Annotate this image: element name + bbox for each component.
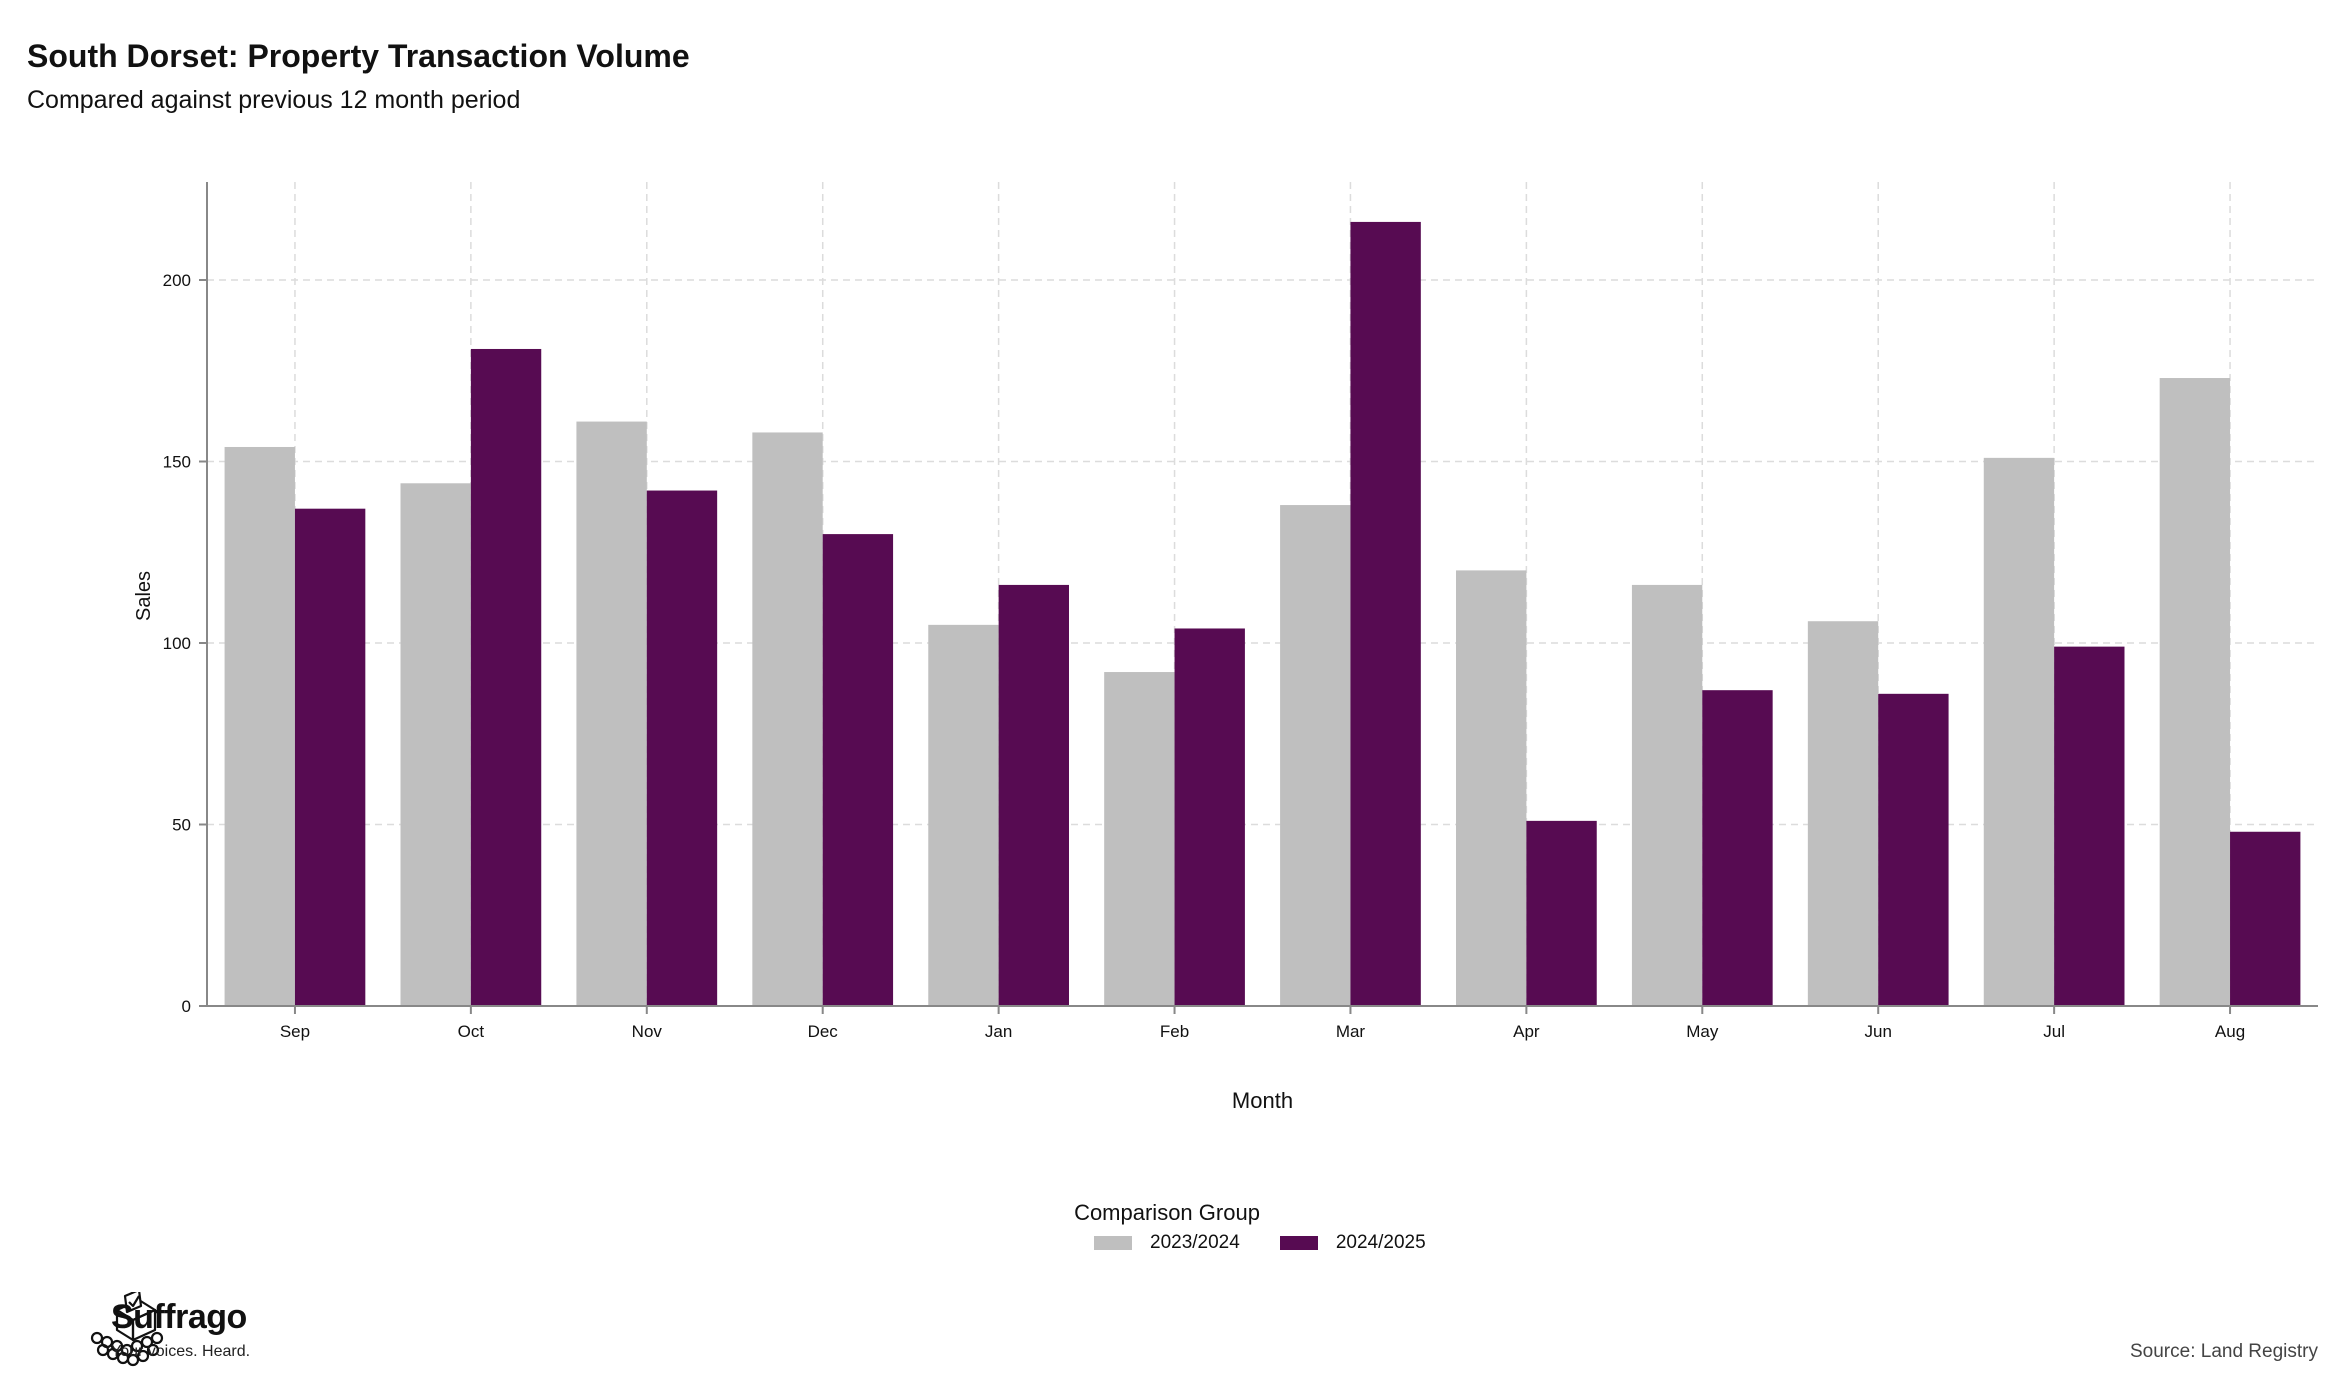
bar-2024-2025-apr xyxy=(1526,820,1597,1006)
x-tick-label-mar: Mar xyxy=(1336,1022,1366,1041)
source-note: Source: Land Registry xyxy=(2130,1341,2318,1362)
y-tick-label: 150 xyxy=(163,453,191,472)
bar-2023-2024-apr xyxy=(1456,570,1527,1006)
bar-2024-2025-may xyxy=(1702,690,1773,1006)
bar-2023-2024-mar xyxy=(1280,505,1351,1006)
bar-2023-2024-dec xyxy=(752,432,823,1007)
x-tick-label-sep: Sep xyxy=(280,1022,310,1041)
legend-item-2023-2024: 2023/2024 xyxy=(1094,1232,1240,1254)
bar-chart: 0 50 100 150 200 Sep Oct Nov Dec Jan Feb Mar Apr May J… xyxy=(133,182,2318,1113)
bar-2024-2025-mar xyxy=(1350,221,1421,1007)
bar-2023-2024-feb xyxy=(1104,672,1175,1006)
bar-2023-2024-jan xyxy=(928,624,999,1006)
legend-swatch-2024-2025 xyxy=(1279,1236,1318,1250)
bar-2024-2025-oct xyxy=(470,348,542,1007)
legend-label-2024-2025: 2024/2025 xyxy=(1335,1232,1426,1253)
bar-2024-2025-sep xyxy=(294,508,366,1006)
y-tick-label: 100 xyxy=(163,634,191,653)
legend-item-2024-2025: 2024/2025 xyxy=(1279,1232,1426,1254)
chart-subtitle: Compared against previous 12 month perio… xyxy=(27,86,521,114)
bar-2023-2024-jul xyxy=(1983,457,2055,1006)
x-tick-label-may: May xyxy=(1686,1022,1719,1041)
x-tick-label-nov: Nov xyxy=(632,1022,663,1041)
y-tick-label: 200 xyxy=(163,271,191,290)
bar-2023-2024-sep xyxy=(224,446,295,1007)
legend-title: Comparison Group xyxy=(1074,1200,1260,1225)
bar-2024-2025-jul xyxy=(2054,646,2125,1006)
brand-name: Suffrago xyxy=(111,1298,247,1336)
bar-2024-2025-jan xyxy=(998,584,1069,1006)
x-tick-label-feb: Feb xyxy=(1160,1022,1189,1041)
bar-2024-2025-nov xyxy=(646,490,718,1006)
x-axis-title: Month xyxy=(1232,1088,1293,1113)
y-tick-label: 0 xyxy=(182,997,191,1016)
ballot-box-icon xyxy=(90,1292,164,1367)
bar-2024-2025-jun xyxy=(1878,693,1949,1006)
brand-tagline: Your voices. Heard. xyxy=(111,1343,251,1360)
legend: 2023/2024 2024/2025 xyxy=(1094,1232,1466,1254)
x-tick-label-dec: Dec xyxy=(808,1022,839,1041)
bar-2024-2025-feb xyxy=(1174,628,1245,1006)
bar-2023-2024-may xyxy=(1631,584,1703,1006)
x-tick-label-oct: Oct xyxy=(458,1022,485,1041)
x-tick-label-aug: Aug xyxy=(2215,1022,2245,1041)
bar-2024-2025-dec xyxy=(822,534,894,1006)
x-tick-label-jan: Jan xyxy=(985,1022,1012,1041)
bar-2023-2024-aug xyxy=(2159,378,2231,1006)
bar-2023-2024-nov xyxy=(576,421,647,1006)
bar-2024-2025-aug xyxy=(2230,831,2301,1006)
legend-swatch-2023-2024 xyxy=(1094,1236,1132,1250)
legend-label-2023-2024: 2023/2024 xyxy=(1150,1232,1240,1253)
chart-title: South Dorset: Property Transaction Volum… xyxy=(27,38,690,74)
bar-2023-2024-jun xyxy=(1807,621,1879,1006)
x-tick-label-jul: Jul xyxy=(2043,1022,2065,1041)
y-tick-label: 50 xyxy=(172,816,191,835)
x-tick-label-jun: Jun xyxy=(1864,1022,1891,1041)
x-tick-label-apr: Apr xyxy=(1513,1022,1540,1041)
y-axis-title: Sales xyxy=(133,571,155,621)
bar-2023-2024-oct xyxy=(400,483,471,1006)
